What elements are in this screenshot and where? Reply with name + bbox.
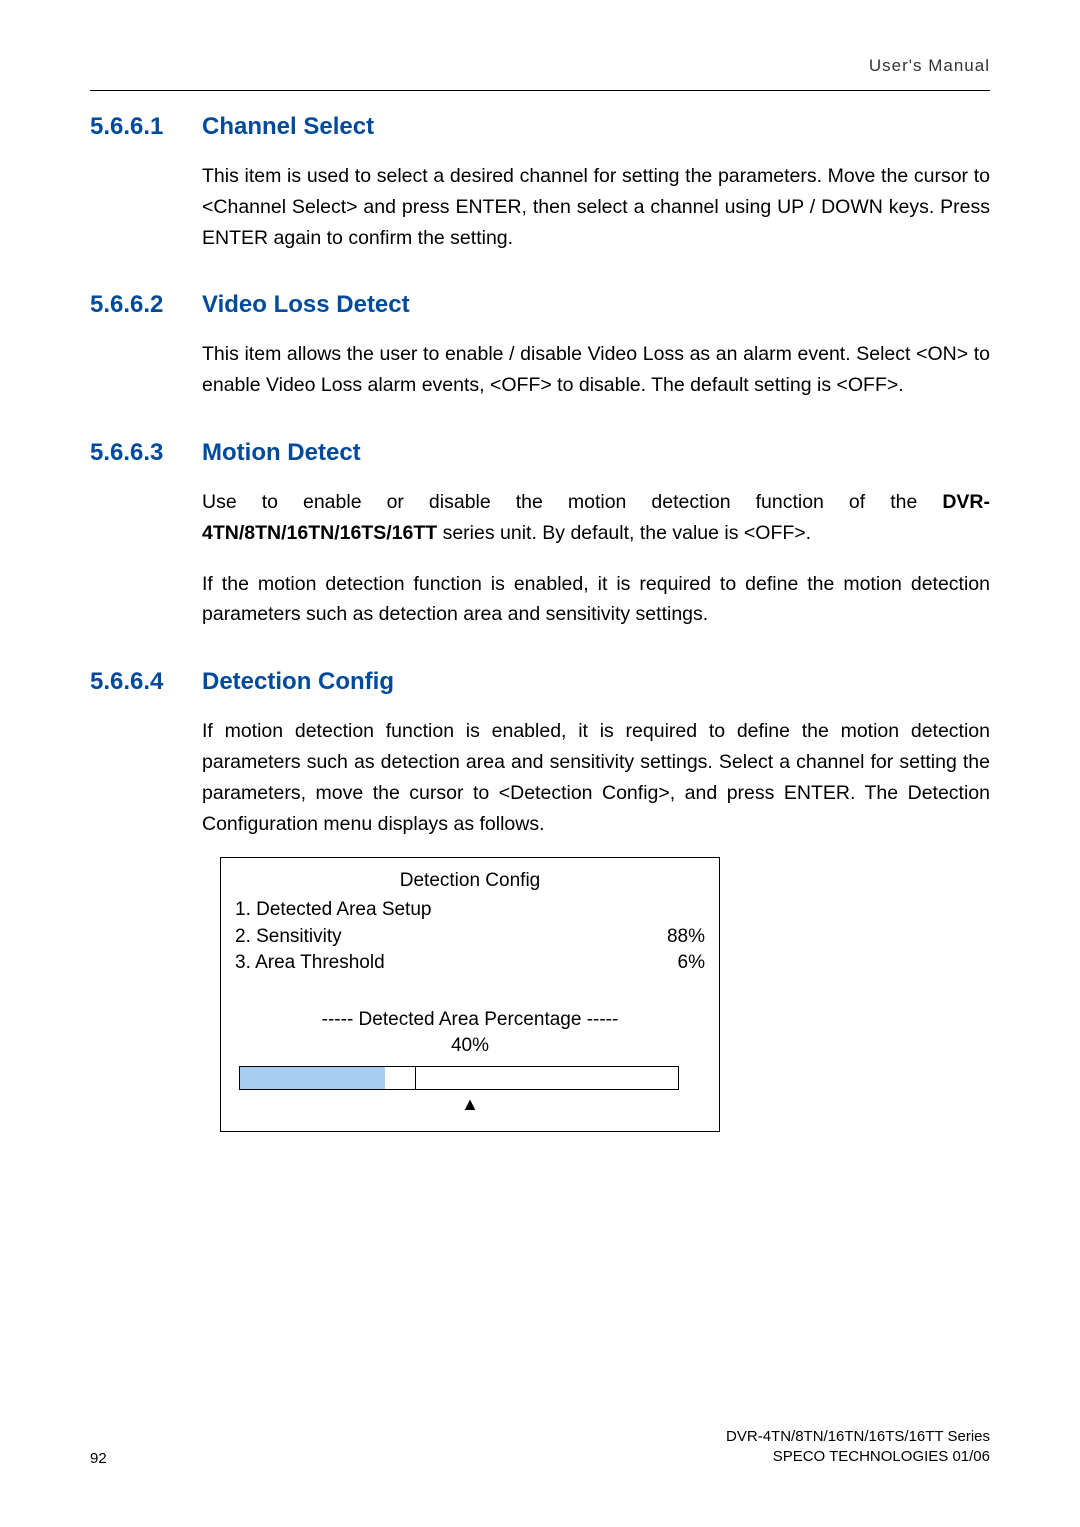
heading-title: Motion Detect: [202, 439, 361, 467]
divider-value: 40%: [235, 1033, 705, 1060]
section-detection-config: 5.6.6.4 Detection Config If motion detec…: [90, 668, 990, 1132]
progress-tick: [415, 1067, 416, 1089]
progress-fill: [240, 1067, 385, 1089]
heading-number: 5.6.6.2: [90, 291, 202, 319]
heading-title: Video Loss Detect: [202, 291, 410, 319]
footer-line: DVR-4TN/8TN/16TN/16TS/16TT Series: [726, 1427, 990, 1447]
detection-config-panel: Detection Config 1. Detected Area Setup …: [220, 857, 720, 1132]
config-label: 1. Detected Area Setup: [235, 897, 431, 924]
up-arrow-icon: ▲: [235, 1092, 705, 1117]
heading-number: 5.6.6.1: [90, 113, 202, 141]
heading-number: 5.6.6.4: [90, 668, 202, 696]
text-run: series unit. By default, the value is <O…: [437, 522, 811, 544]
header-label: User's Manual: [90, 56, 990, 76]
paragraph: If the motion detection function is enab…: [202, 569, 990, 631]
section-channel-select: 5.6.6.1 Channel Select This item is used…: [90, 113, 990, 253]
config-value: 6%: [678, 950, 705, 977]
text-run: Use to enable or disable the motion dete…: [202, 491, 942, 513]
paragraph: Use to enable or disable the motion dete…: [202, 487, 990, 549]
config-title: Detection Config: [235, 868, 705, 895]
config-row: 3. Area Threshold 6%: [235, 950, 705, 977]
section-video-loss-detect: 5.6.6.2 Video Loss Detect This item allo…: [90, 291, 990, 401]
heading-number: 5.6.6.3: [90, 439, 202, 467]
config-label: 3. Area Threshold: [235, 950, 385, 977]
paragraph: If motion detection function is enabled,…: [202, 716, 990, 839]
page-number: 92: [90, 1450, 107, 1467]
section-motion-detect: 5.6.6.3 Motion Detect Use to enable or d…: [90, 439, 990, 630]
page-footer: 92 DVR-4TN/8TN/16TN/16TS/16TT Series SPE…: [90, 1427, 990, 1468]
header-divider: [90, 90, 990, 91]
progress-bar: [239, 1066, 679, 1090]
divider-label: ----- Detected Area Percentage -----: [235, 1007, 705, 1034]
config-label: 2. Sensitivity: [235, 924, 342, 951]
heading-title: Detection Config: [202, 668, 394, 696]
config-row: 1. Detected Area Setup: [235, 897, 705, 924]
config-row: 2. Sensitivity 88%: [235, 924, 705, 951]
paragraph: This item allows the user to enable / di…: [202, 339, 990, 401]
config-value: 88%: [667, 924, 705, 951]
paragraph: This item is used to select a desired ch…: [202, 161, 990, 253]
footer-line: SPECO TECHNOLOGIES 01/06: [726, 1447, 990, 1467]
heading-title: Channel Select: [202, 113, 374, 141]
